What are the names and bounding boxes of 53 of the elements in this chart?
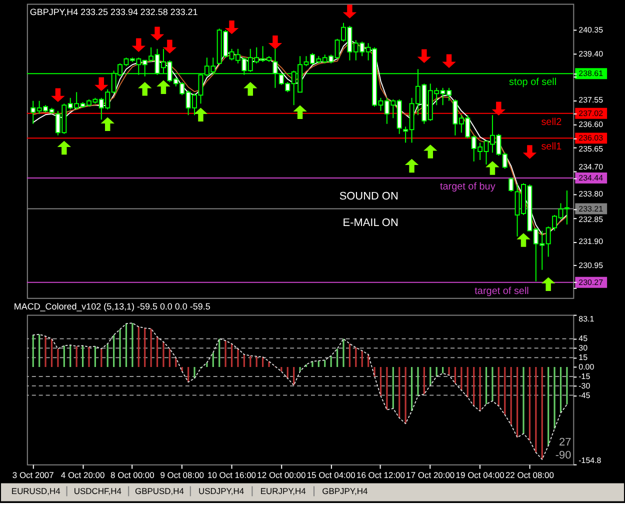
y-tick-label: 235.65 (578, 144, 604, 154)
y-tick-label: 231.90 (578, 237, 604, 246)
y-tick-label: 15 (578, 353, 588, 362)
y-tick-label: 240.35 (578, 26, 604, 35)
annotation: 27 (558, 436, 572, 448)
y-tick-label: 238.61 (578, 69, 604, 78)
annotation: E-MAIL ON (342, 216, 398, 229)
ref-line-label: stop of sell (509, 77, 557, 88)
text: USDCHF,H4 (74, 486, 122, 496)
ref-line-label: target of buy (440, 181, 496, 192)
y-tick-label: 234.44 (578, 173, 604, 182)
ref-line-label: sell2 (541, 116, 562, 128)
annotation: -90 (555, 449, 572, 462)
y-tick-label: 236.60 (578, 120, 604, 129)
y-tick-label: 83.1 (578, 314, 595, 324)
x-tick-label: 15 Oct 04:00 (306, 470, 356, 480)
y-tick-label: -45 (578, 390, 591, 400)
y-tick-label: 237.02 (578, 108, 604, 118)
text: EURJPY,H4 (260, 486, 306, 496)
y-tick-label: 230.95 (578, 260, 604, 270)
x-tick-label: 3 Oct 2007 (12, 470, 54, 480)
annotation: SOUND ON (339, 190, 398, 202)
y-tick-label: 0.00 (578, 362, 595, 372)
y-tick-label: -15 (578, 372, 591, 381)
x-tick-label: 9 Oct 08:00 (160, 470, 204, 480)
y-tick-label: -154.8 (578, 456, 602, 465)
y-tick-label: 45 (578, 334, 588, 344)
y-tick-label: 236.03 (578, 134, 604, 143)
x-tick-label: 22 Oct 08:00 (505, 470, 554, 480)
text: GBPJPY,H4 (322, 486, 368, 496)
y-tick-label: 234.70 (578, 162, 604, 172)
y-tick-label: 30 (578, 344, 588, 353)
x-tick-label: 10 Oct 16:00 (208, 470, 256, 480)
ref-line-label: sell1 (541, 142, 562, 153)
text: EURUSD,H4 (11, 486, 61, 496)
y-tick-label: 230.27 (578, 278, 604, 287)
x-tick-label: 16 Oct 12:00 (356, 470, 406, 480)
chart-title: MACD_Colored_v102 (5,13,1) -59.5 0.0 0.0 -59.5 (14, 301, 210, 312)
x-tick-label: 17 Oct 20:00 (406, 470, 455, 480)
y-tick-label: 233.21 (578, 204, 604, 214)
text: USDJPY,H4 (198, 486, 244, 496)
y-tick-label: -30 (578, 381, 591, 390)
chart-title: GBPJPY,H4 233.25 233.94 232.58 233.21 (30, 6, 198, 17)
x-tick-label: 4 Oct 20:00 (60, 470, 105, 480)
text: GBPUSD,H4 (135, 486, 184, 496)
x-tick-label: 12 Oct 00:00 (257, 470, 306, 480)
y-tick-label: 232.85 (578, 215, 604, 224)
y-tick-label: 237.55 (578, 96, 604, 105)
x-tick-label: 19 Oct 04:00 (456, 470, 505, 480)
y-tick-label: 233.80 (578, 189, 604, 198)
x-tick-label: 8 Oct 00:00 (110, 470, 155, 480)
y-tick-label: 239.40 (578, 49, 604, 58)
ref-line-label: target of sell (474, 286, 529, 297)
